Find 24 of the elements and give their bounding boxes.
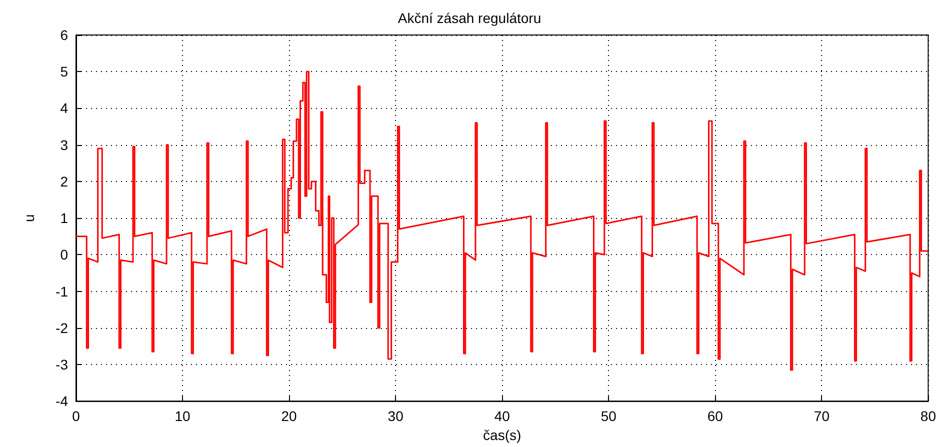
y-tick-label: 0 <box>60 246 68 263</box>
chart-title: Akční zásah regulátoru <box>398 10 542 26</box>
y-tick-label: 2 <box>60 173 68 190</box>
x-axis-title: čas(s) <box>483 427 522 443</box>
x-tick-label: 70 <box>814 408 830 424</box>
x-tick-label: 0 <box>72 408 80 424</box>
y-tick-label: -4 <box>56 393 68 410</box>
y-tick-label: 3 <box>60 136 68 153</box>
y-tick-label: 6 <box>60 27 68 43</box>
x-tick-label: 40 <box>494 408 510 424</box>
y-tick-label: -1 <box>56 283 68 300</box>
x-tick-label: 50 <box>600 408 617 424</box>
x-tick-label: 30 <box>388 408 404 424</box>
y-tick-label: 1 <box>60 210 68 226</box>
x-tick-label: 20 <box>281 408 298 424</box>
x-tick-label: 60 <box>707 408 724 424</box>
y-axis-title: u <box>21 214 37 222</box>
x-tick-label: 10 <box>174 408 191 424</box>
y-tick-label: -2 <box>56 320 68 336</box>
y-tick-label: 4 <box>60 100 68 116</box>
x-tick-label: 80 <box>920 408 936 424</box>
line-series <box>75 70 929 371</box>
y-tick-label: -3 <box>56 356 68 372</box>
y-tick-label: 5 <box>60 64 68 80</box>
